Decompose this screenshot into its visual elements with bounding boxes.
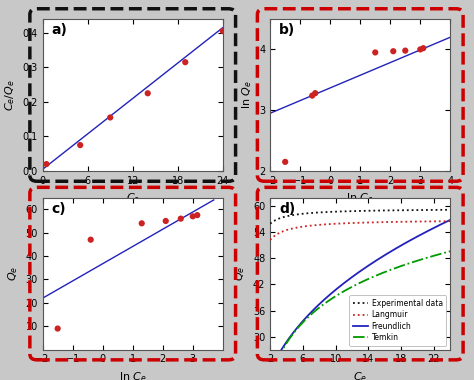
Point — [193, 212, 201, 218]
Point — [372, 49, 379, 55]
Point — [106, 114, 114, 120]
Temkin — [447, 249, 453, 253]
Text: d): d) — [279, 202, 295, 216]
Temkin — [378, 271, 383, 276]
Point — [417, 46, 424, 52]
X-axis label: $C_e$: $C_e$ — [353, 370, 367, 380]
X-axis label: $C_e$: $C_e$ — [126, 192, 140, 205]
Point — [43, 161, 50, 167]
Langmuir — [268, 237, 273, 242]
Experimental data — [419, 208, 425, 212]
Langmuir — [447, 219, 453, 223]
Point — [219, 28, 227, 34]
Y-axis label: $C_e/Q_e$: $C_e/Q_e$ — [3, 79, 17, 111]
Text: a): a) — [52, 23, 67, 37]
Point — [138, 220, 146, 226]
Temkin — [267, 376, 273, 380]
Freundlich — [419, 232, 425, 236]
Experimental data — [267, 222, 273, 226]
Line: Langmuir: Langmuir — [270, 221, 450, 240]
Temkin — [419, 257, 425, 261]
Experimental data — [447, 207, 453, 212]
Line: Temkin: Temkin — [270, 251, 450, 378]
Freundlich — [430, 226, 436, 230]
Line: Experimental data: Experimental data — [270, 210, 450, 224]
Text: b): b) — [279, 23, 295, 37]
Point — [282, 159, 289, 165]
Freundlich — [267, 369, 273, 373]
Freundlich — [268, 367, 273, 372]
Y-axis label: $Q_e$: $Q_e$ — [234, 266, 247, 281]
Point — [144, 90, 152, 96]
Point — [76, 142, 84, 148]
Langmuir — [378, 220, 383, 225]
Point — [182, 59, 189, 65]
Langmuir — [374, 220, 380, 225]
Point — [419, 45, 427, 51]
Temkin — [374, 273, 380, 277]
Freundlich — [374, 258, 380, 262]
Temkin — [374, 273, 380, 277]
Freundlich — [447, 218, 453, 222]
Freundlich — [378, 256, 383, 260]
Point — [87, 237, 94, 243]
Experimental data — [268, 221, 273, 225]
Point — [162, 218, 170, 224]
Langmuir — [374, 220, 380, 225]
Point — [309, 93, 316, 99]
Point — [311, 90, 319, 96]
Temkin — [268, 374, 273, 379]
Experimental data — [374, 208, 380, 213]
Legend: Experimental data, Langmuir, Freundlich, Temkin: Experimental data, Langmuir, Freundlich,… — [349, 295, 447, 346]
Text: c): c) — [52, 202, 66, 216]
Langmuir — [430, 219, 436, 223]
Point — [189, 213, 197, 219]
Experimental data — [378, 208, 383, 213]
Point — [401, 48, 409, 54]
Point — [177, 215, 184, 222]
Langmuir — [267, 238, 273, 242]
Langmuir — [419, 219, 425, 224]
Experimental data — [374, 208, 380, 213]
Y-axis label: $Q_e$: $Q_e$ — [6, 266, 20, 281]
Experimental data — [430, 207, 436, 212]
X-axis label: ln $C_e$: ln $C_e$ — [119, 370, 146, 380]
Point — [54, 326, 62, 332]
Freundlich — [374, 258, 380, 263]
X-axis label: ln $C_e$: ln $C_e$ — [346, 192, 374, 205]
Point — [390, 48, 397, 54]
Y-axis label: ln $Q_e$: ln $Q_e$ — [240, 81, 254, 109]
Line: Freundlich: Freundlich — [270, 220, 450, 371]
Temkin — [430, 253, 436, 258]
